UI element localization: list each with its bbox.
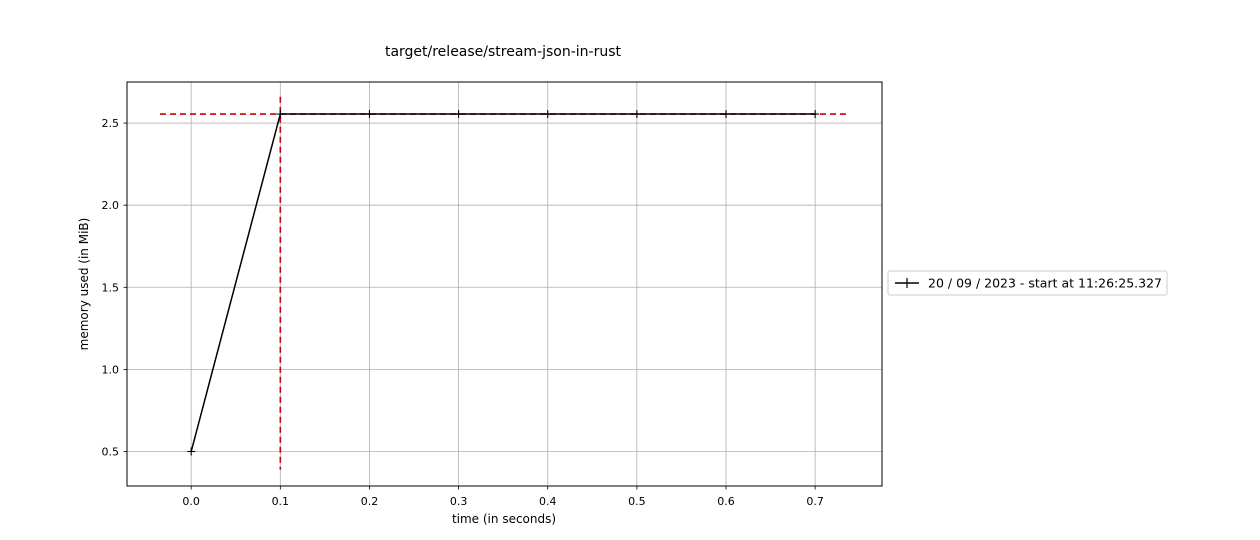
plot-frame (126, 81, 883, 487)
data-point-marker (454, 110, 463, 119)
data-point-marker (722, 110, 731, 119)
y-tick-label: 1.5 (102, 281, 120, 294)
y-axis-ticks: 0.5 1.0 1.5 2.0 2.5 (102, 117, 127, 459)
y-axis-label: memory used (in MiB) (77, 218, 91, 351)
legend-entry-label: 20 / 09 / 2023 - start at 11:26:25.327 (928, 276, 1162, 291)
x-tick-label: 0.1 (272, 495, 290, 508)
y-tick-label: 0.5 (102, 446, 120, 459)
data-point-marker (543, 110, 552, 119)
x-tick-label: 0.5 (628, 495, 646, 508)
x-axis-ticks: 0.0 0.1 0.2 0.3 0.4 0.5 0.6 0.7 (182, 486, 824, 508)
legend-box (887, 270, 1168, 296)
x-tick-label: 0.4 (539, 495, 557, 508)
x-tick-label: 0.3 (450, 495, 468, 508)
data-point-marker (632, 110, 641, 119)
series-line (190, 113, 816, 452)
x-tick-label: 0.6 (717, 495, 735, 508)
series-layer (187, 110, 820, 456)
y-tick-label: 2.5 (102, 117, 120, 130)
max-marker-lines (159, 96, 847, 470)
x-tick-label: 0.2 (361, 495, 379, 508)
y-tick-label: 1.0 (102, 363, 120, 376)
data-point-marker (811, 110, 820, 119)
y-tick-label: 2.0 (102, 199, 120, 212)
data-point-marker (276, 110, 285, 119)
x-tick-label: 0.7 (806, 495, 824, 508)
data-point-marker (187, 447, 196, 456)
x-tick-label: 0.0 (182, 495, 200, 508)
chart-title: target/release/stream-json-in-rust (385, 44, 622, 60)
grid-lines (127, 82, 882, 486)
data-point-marker (365, 110, 374, 119)
legend: 20 / 09 / 2023 - start at 11:26:25.327 (887, 270, 1168, 296)
x-axis-label: time (in seconds) (452, 512, 556, 526)
